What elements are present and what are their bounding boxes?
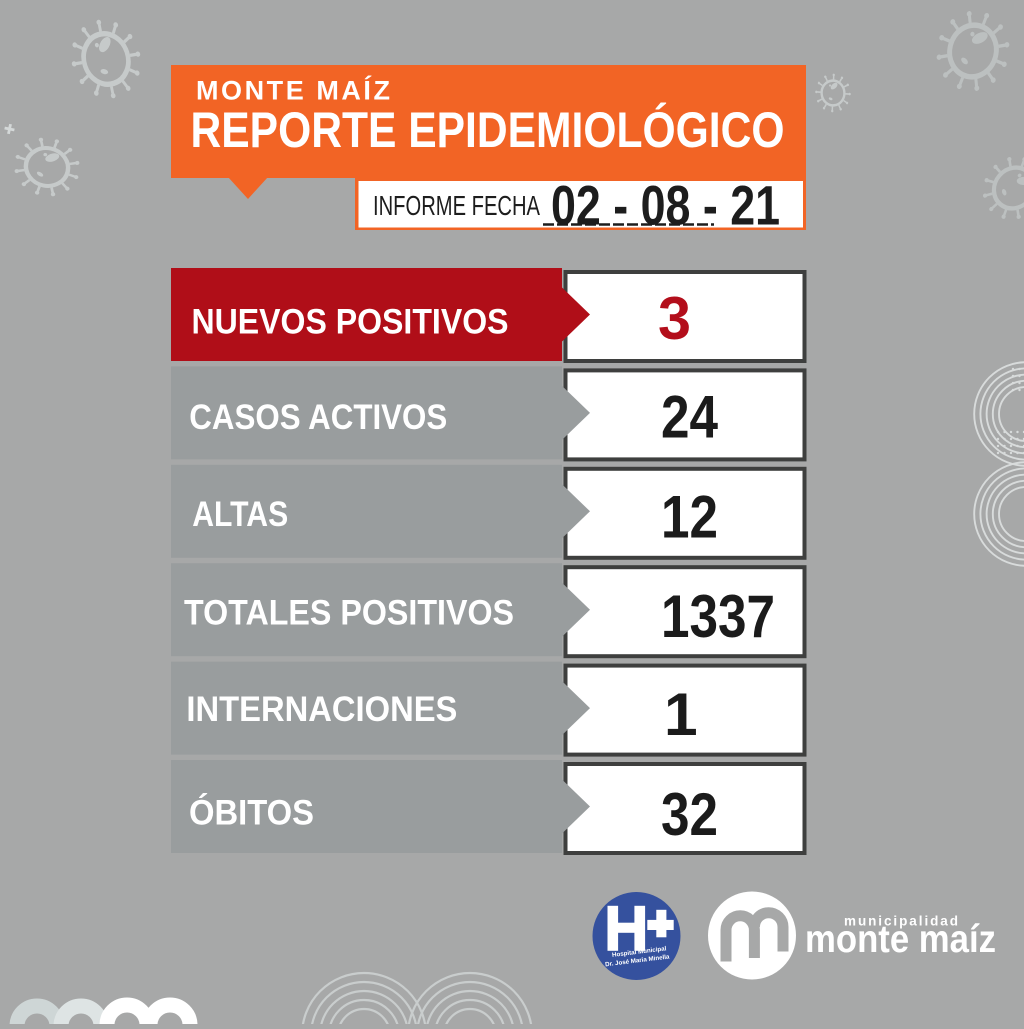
svg-text:monte maíz: monte maíz	[805, 918, 996, 961]
svg-text:3: 3	[658, 284, 691, 352]
svg-text:12: 12	[661, 483, 718, 551]
svg-text:02 - 08 - 21: 02 - 08 - 21	[551, 174, 780, 237]
svg-text:24: 24	[661, 383, 718, 451]
svg-text:1337: 1337	[661, 582, 775, 650]
svg-text:TOTALES POSITIVOS: TOTALES POSITIVOS	[184, 592, 514, 632]
svg-text:NUEVOS POSITIVOS: NUEVOS POSITIVOS	[192, 302, 509, 342]
svg-text:INFORME FECHA: INFORME FECHA	[373, 190, 540, 221]
svg-text:ALTAS: ALTAS	[192, 494, 288, 534]
svg-text:CASOS ACTIVOS: CASOS ACTIVOS	[189, 397, 447, 437]
svg-text:REPORTE EPIDEMIOLÓGICO: REPORTE EPIDEMIOLÓGICO	[191, 101, 785, 158]
svg-text:INTERNACIONES: INTERNACIONES	[186, 689, 457, 729]
svg-text:1: 1	[664, 680, 698, 748]
svg-text:32: 32	[661, 780, 718, 848]
svg-text:ÓBITOS: ÓBITOS	[189, 793, 314, 833]
